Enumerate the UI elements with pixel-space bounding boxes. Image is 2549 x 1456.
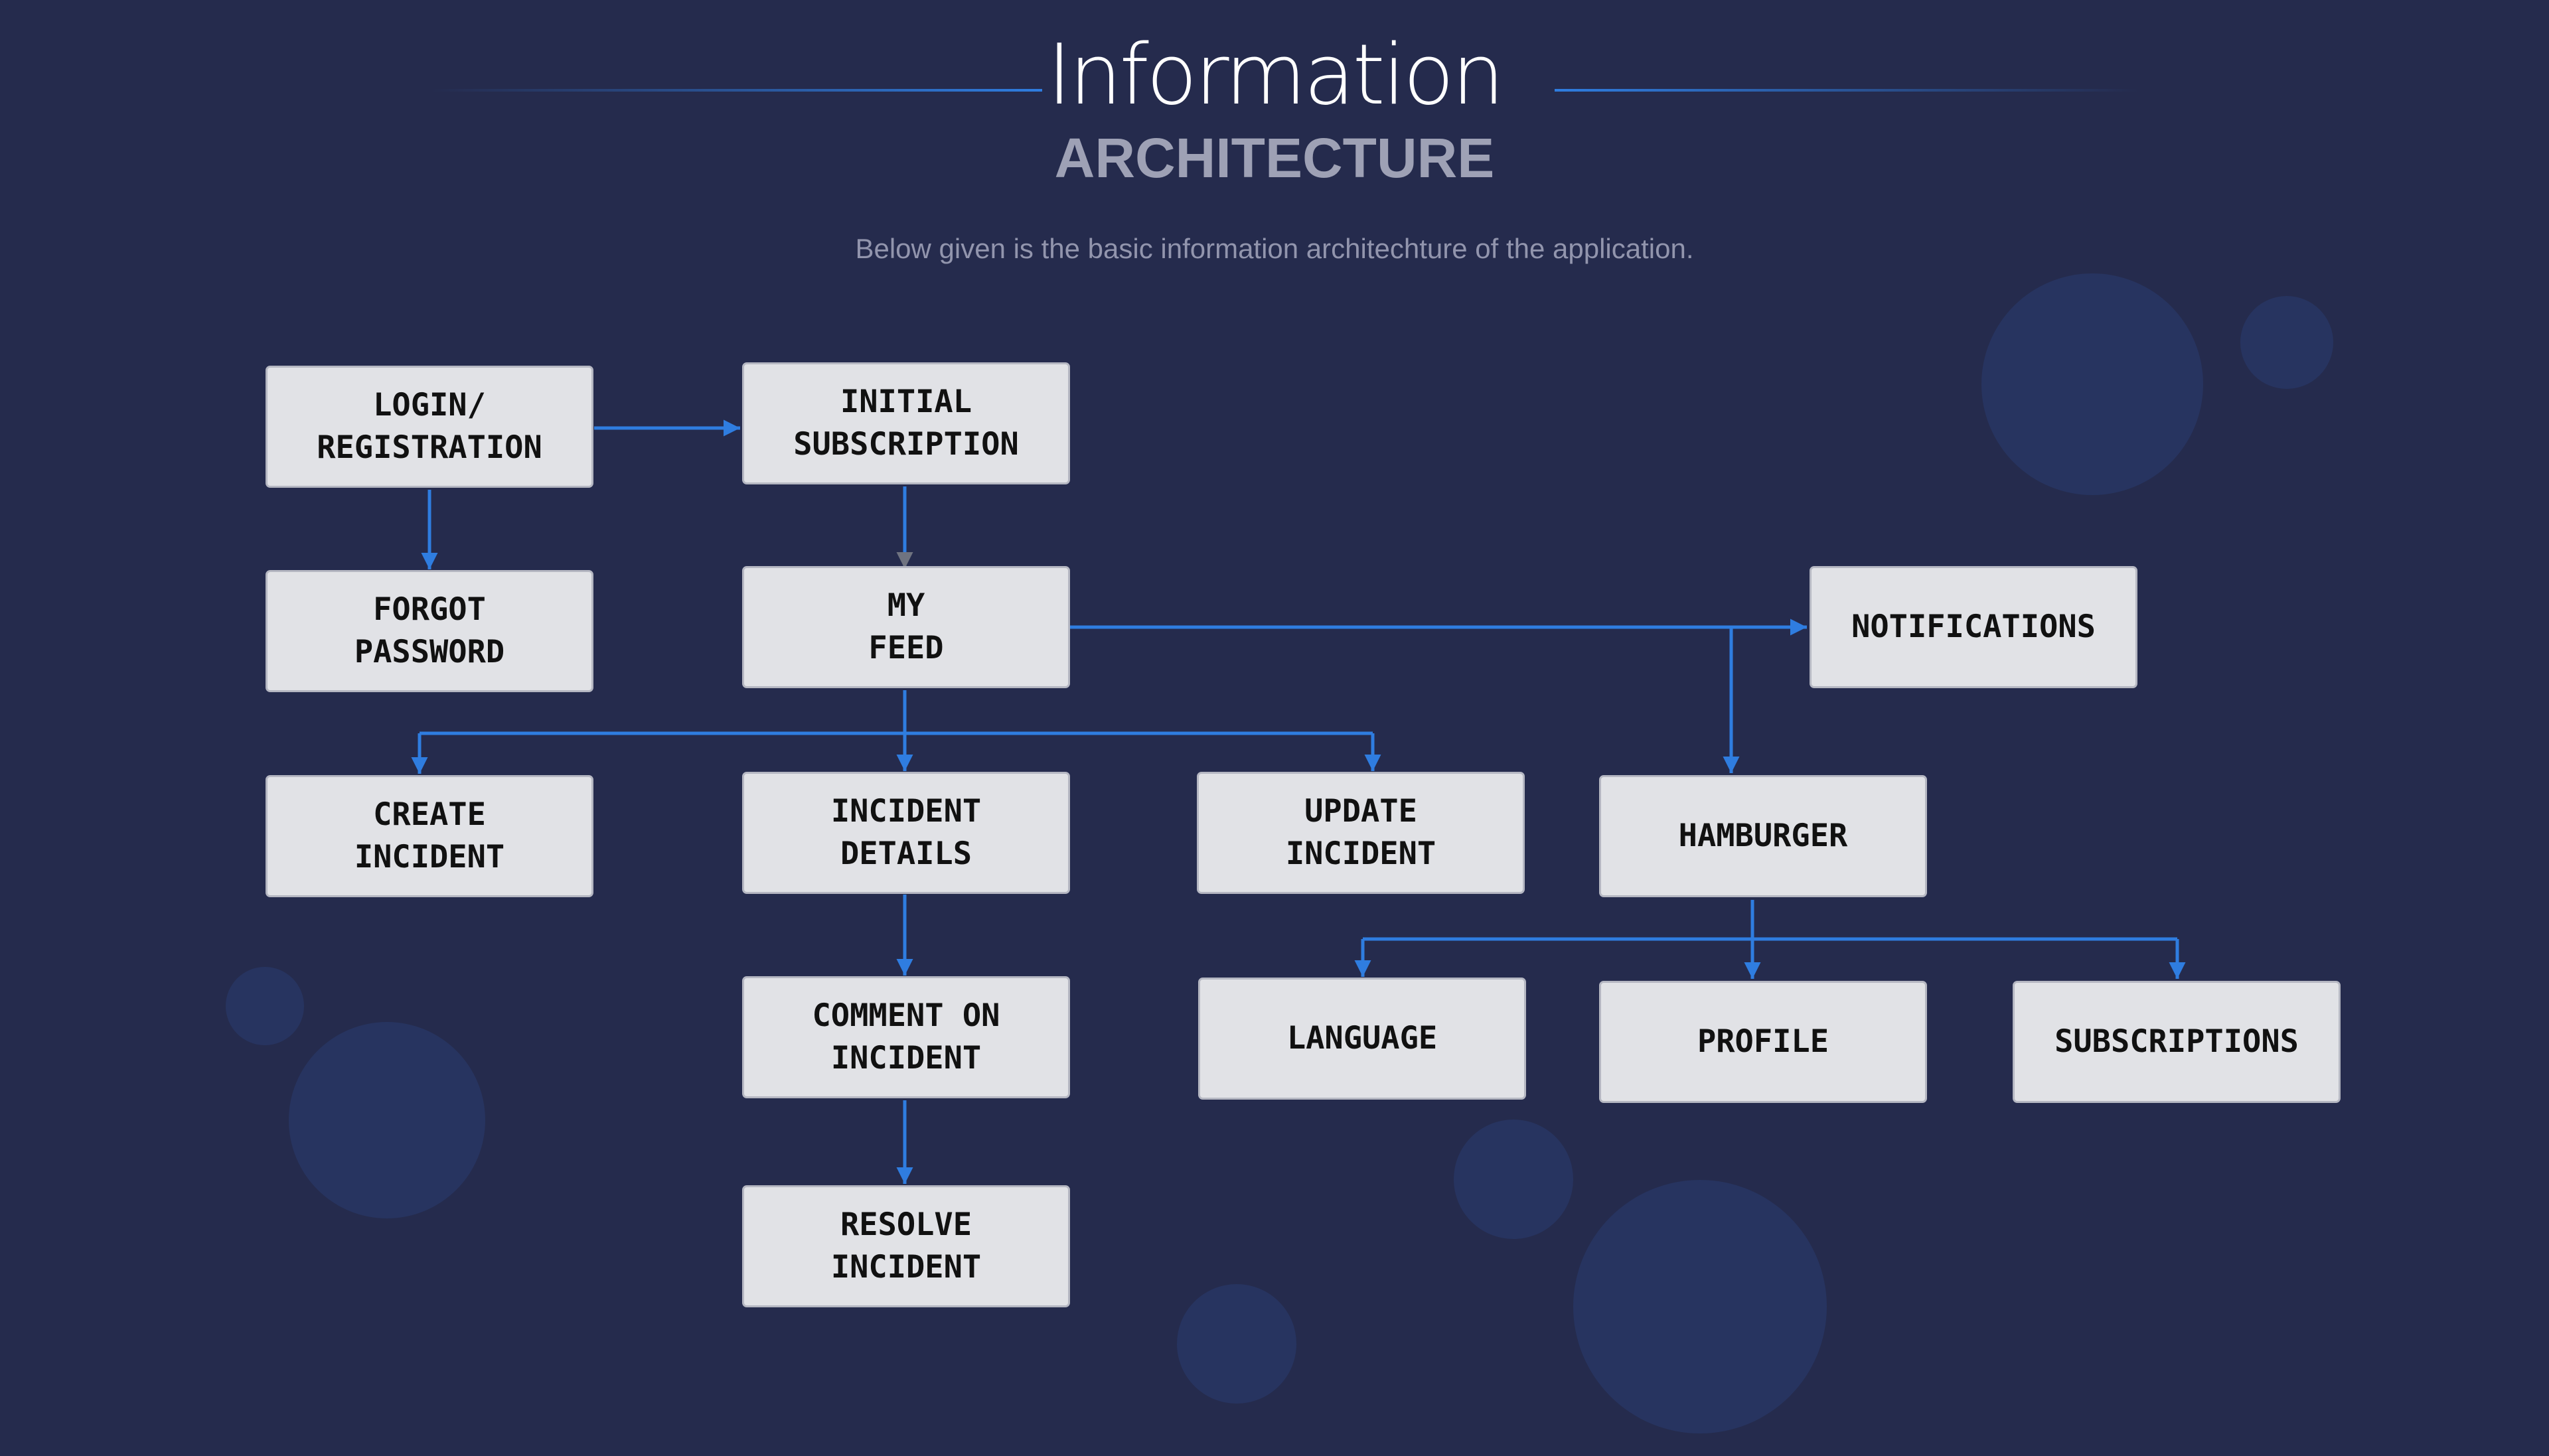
node-initial-subscription: INITIAL SUBSCRIPTION [742, 362, 1070, 484]
decorative-bubble [1981, 273, 2203, 495]
decorative-bubble [1573, 1180, 1827, 1433]
node-login-registration: LOGIN/ REGISTRATION [266, 366, 593, 488]
decorative-bubble [289, 1022, 485, 1218]
node-my-feed: MY FEED [742, 566, 1070, 688]
node-profile: PROFILE [1599, 981, 1927, 1103]
node-update-incident: UPDATE INCIDENT [1197, 772, 1525, 894]
node-comment-on-incident: COMMENT ON INCIDENT [742, 976, 1070, 1098]
node-hamburger: HAMBURGER [1599, 775, 1927, 897]
node-notifications: NOTIFICATIONS [1810, 566, 2137, 688]
node-language: LANGUAGE [1198, 978, 1526, 1100]
decorative-bubble [1454, 1120, 1573, 1239]
title-rule-left [431, 89, 1042, 92]
node-forgot-password: FORGOT PASSWORD [266, 570, 593, 692]
node-resolve-incident: RESOLVE INCIDENT [742, 1185, 1070, 1307]
decorative-bubble [1177, 1284, 1296, 1404]
title-rule-right [1555, 89, 2139, 92]
node-subscriptions: SUBSCRIPTIONS [2013, 981, 2341, 1103]
node-incident-details: INCIDENT DETAILS [742, 772, 1070, 894]
node-create-incident: CREATE INCIDENT [266, 775, 593, 897]
page-title: Information [1047, 26, 1504, 123]
decorative-bubble [2240, 296, 2333, 389]
page-description: Below given is the basic information arc… [855, 233, 1694, 264]
decorative-bubble [226, 967, 304, 1045]
page-subtitle: ARCHITECTURE [1054, 127, 1495, 189]
